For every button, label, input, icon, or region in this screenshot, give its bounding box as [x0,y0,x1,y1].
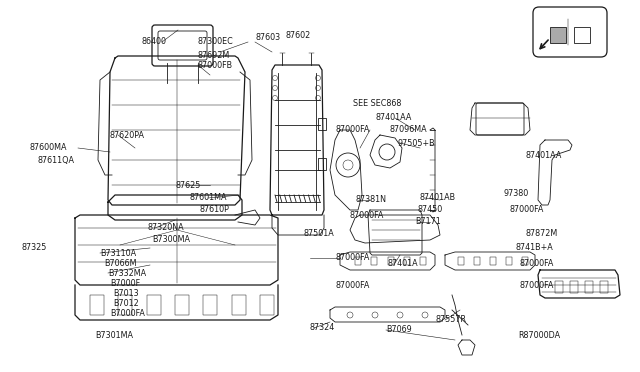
Text: 87324: 87324 [310,324,335,333]
Text: 87000FA: 87000FA [520,280,554,289]
Text: B7301MA: B7301MA [95,330,133,340]
Bar [522,257,528,265]
Text: 87000FA: 87000FA [335,280,369,289]
Text: B7013: B7013 [113,289,139,298]
Text: 87600MA: 87600MA [30,144,67,153]
Text: 87300EC: 87300EC [198,38,234,46]
Text: SEE SEC868: SEE SEC868 [353,99,401,108]
Bar [232,295,246,315]
Text: 87610P: 87610P [200,205,230,215]
Text: 87602: 87602 [285,31,310,39]
Text: 87000FB: 87000FB [198,61,233,70]
Text: 87000FA: 87000FA [520,259,554,267]
Text: B7000F: B7000F [110,279,140,288]
Text: 87000FA: 87000FA [336,125,371,135]
Bar [458,257,464,265]
Bar [555,281,563,293]
Text: 87381N: 87381N [355,196,386,205]
Bar [175,295,189,315]
Text: 87872M: 87872M [525,228,557,237]
Bar [318,158,326,170]
Text: B7066M: B7066M [104,259,136,267]
Bar [585,281,593,293]
Text: 87620PA: 87620PA [110,131,145,140]
Bar [118,295,132,315]
Bar [204,295,218,315]
Text: B73110A: B73110A [100,248,136,257]
Text: 87401A: 87401A [388,259,419,267]
Text: 87096MA: 87096MA [390,125,428,135]
Text: 87450: 87450 [418,205,444,215]
Text: B7332MA: B7332MA [108,269,146,278]
Bar [420,257,426,265]
Text: 87401AB: 87401AB [420,193,456,202]
Bar [355,257,361,265]
Text: 87325: 87325 [22,244,47,253]
Bar [147,295,161,315]
Text: 87611QA: 87611QA [38,155,75,164]
Text: 97505+B: 97505+B [397,138,435,148]
Bar [490,257,496,265]
Text: 86400: 86400 [142,38,167,46]
Bar [318,118,326,130]
Bar [600,281,608,293]
Text: B7069: B7069 [386,326,412,334]
Bar [404,257,410,265]
Text: B7300MA: B7300MA [152,235,190,244]
Text: 87401AA: 87401AA [376,113,412,122]
Bar [574,27,590,43]
Bar [474,257,480,265]
Text: 87000FA: 87000FA [335,253,369,263]
Text: 87320NA: 87320NA [148,224,184,232]
Bar [387,257,394,265]
Text: 87692M: 87692M [198,51,230,60]
Text: 87501A: 87501A [303,228,333,237]
Text: 87000FA: 87000FA [350,211,385,219]
Text: B7012: B7012 [113,298,139,308]
Bar [570,281,578,293]
Text: R87000DA: R87000DA [518,330,560,340]
Bar [371,257,377,265]
Text: 87601MA: 87601MA [190,193,227,202]
Bar [550,27,566,43]
Text: 8741B+A: 8741B+A [516,244,554,253]
Text: B7000FA: B7000FA [110,308,145,317]
Text: 87000FA: 87000FA [510,205,545,215]
Bar [506,257,512,265]
Bar [90,295,104,315]
Text: 97380: 97380 [503,189,528,198]
Text: 87625: 87625 [175,180,200,189]
Text: 87603: 87603 [255,33,280,42]
Text: 87401AA: 87401AA [525,151,561,160]
Text: B7171: B7171 [415,218,441,227]
Text: 87557R: 87557R [435,315,466,324]
Bar [260,295,274,315]
